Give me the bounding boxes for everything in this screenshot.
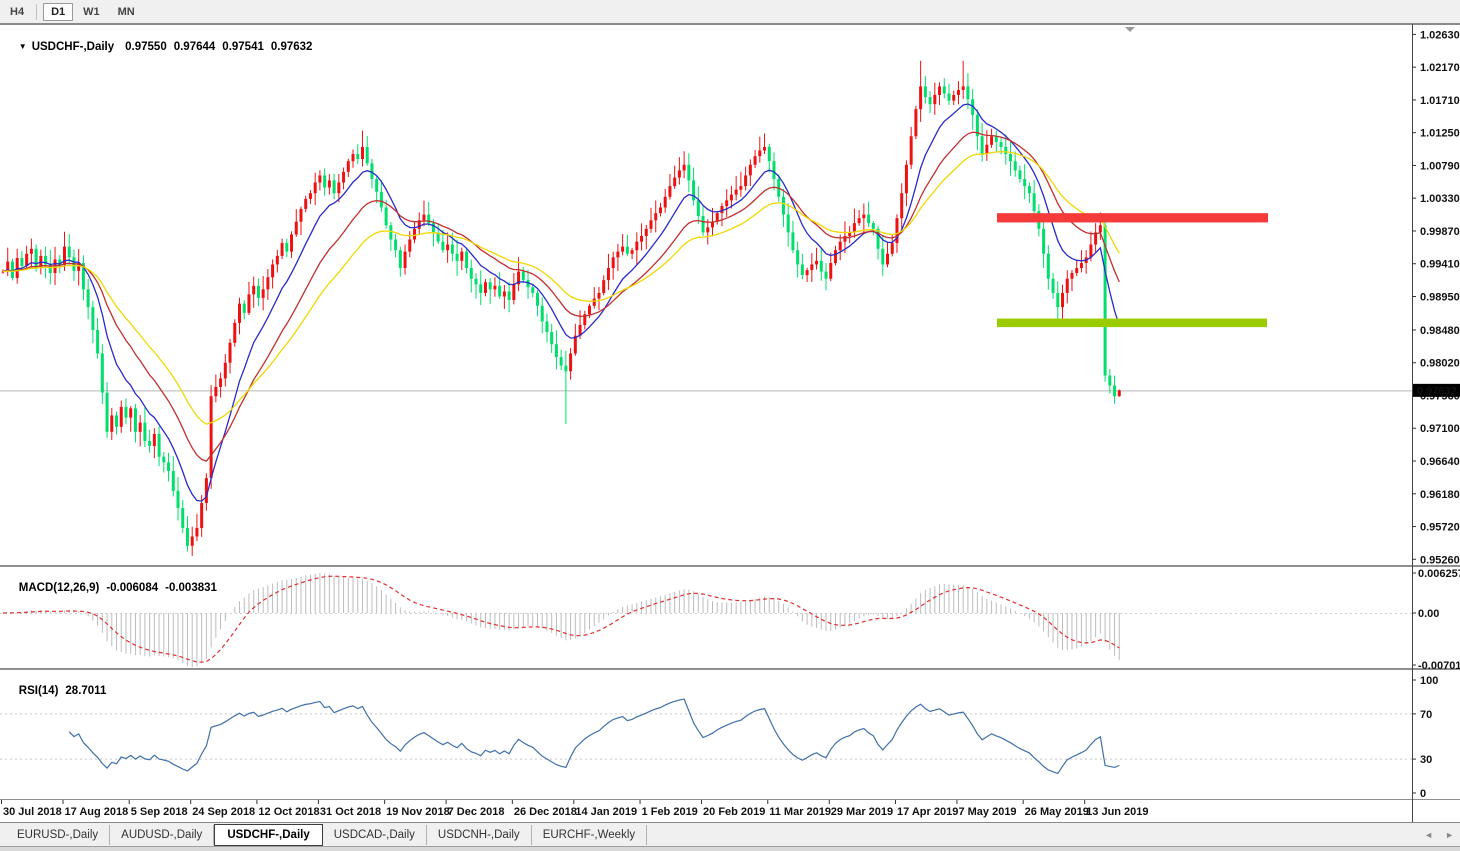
svg-text:7 May 2019: 7 May 2019 bbox=[958, 806, 1016, 818]
svg-text:1.02630: 1.02630 bbox=[1420, 29, 1460, 41]
rsi-value: 28.7011 bbox=[65, 685, 107, 697]
time-axis: 30 Jul 2018 17 Aug 2018 5 Sep 2018 24 Sep 2… bbox=[1, 800, 1149, 818]
macd-histogram bbox=[7, 573, 1120, 667]
macd-label: MACD(12,26,9) -0.006084 -0.003831 bbox=[6, 570, 217, 606]
chart-shift-marker[interactable] bbox=[1125, 27, 1135, 32]
svg-text:11 Mar 2019: 11 Mar 2019 bbox=[769, 806, 831, 818]
macd-main-value: -0.006084 bbox=[106, 582, 159, 594]
svg-text:30: 30 bbox=[1420, 754, 1432, 766]
svg-text:1.00330: 1.00330 bbox=[1420, 193, 1460, 205]
chart-tab-usdcnh-daily[interactable]: USDCNH-,Daily bbox=[427, 824, 532, 845]
svg-text:29 Mar 2019: 29 Mar 2019 bbox=[831, 806, 893, 818]
svg-text:12 Oct 2018: 12 Oct 2018 bbox=[258, 806, 319, 818]
svg-text:0.97632: 0.97632 bbox=[1417, 385, 1457, 397]
svg-text:0.00: 0.00 bbox=[1418, 608, 1439, 620]
svg-text:0.99410: 0.99410 bbox=[1420, 259, 1460, 271]
rsi-axis: 100 70 30 0 bbox=[1412, 675, 1438, 800]
ohlc-close: 0.97632 bbox=[270, 41, 313, 53]
rsi-line bbox=[68, 698, 1120, 775]
svg-text:70: 70 bbox=[1420, 709, 1432, 721]
chart-frame bbox=[0, 24, 1460, 822]
ma-fast-line bbox=[2, 103, 1120, 502]
support-band[interactable] bbox=[997, 318, 1267, 328]
svg-text:0: 0 bbox=[1420, 788, 1426, 800]
chart-tab-audusd-daily[interactable]: AUDUSD-,Daily bbox=[110, 824, 215, 845]
svg-text:0.006257: 0.006257 bbox=[1418, 568, 1460, 580]
chart-tab-usdchf-daily[interactable]: USDCHF-,Daily bbox=[214, 823, 323, 846]
timeframe-button-d1[interactable]: D1 bbox=[43, 2, 74, 21]
svg-text:0.99870: 0.99870 bbox=[1420, 226, 1460, 238]
rsi-name: RSI(14) bbox=[18, 685, 59, 697]
svg-text:31 Oct 2018: 31 Oct 2018 bbox=[320, 806, 381, 818]
symbol-dropdown-icon[interactable]: ▼ bbox=[18, 42, 27, 51]
macd-axis: 0.006257 0.00 -0.007016 bbox=[1412, 568, 1460, 672]
svg-text:0.98020: 0.98020 bbox=[1420, 358, 1460, 370]
tab-scroll-left-button[interactable]: ◄ bbox=[1424, 830, 1434, 840]
ma-mid-line bbox=[2, 131, 1120, 462]
svg-text:30 Jul 2018: 30 Jul 2018 bbox=[3, 806, 62, 818]
svg-text:1.01710: 1.01710 bbox=[1420, 95, 1460, 107]
resistance-band[interactable] bbox=[997, 213, 1268, 223]
tab-scroll-right-button[interactable]: ► bbox=[1445, 830, 1454, 840]
svg-text:7 Dec 2018: 7 Dec 2018 bbox=[448, 806, 505, 818]
rsi-label: RSI(14) 28.7011 bbox=[6, 673, 107, 709]
toolbar-separator bbox=[36, 3, 38, 20]
svg-text:0.97100: 0.97100 bbox=[1420, 423, 1460, 435]
timeframe-button-mn[interactable]: MN bbox=[117, 5, 135, 18]
svg-text:0.95720: 0.95720 bbox=[1420, 522, 1460, 534]
svg-text:19 Nov 2018: 19 Nov 2018 bbox=[386, 806, 450, 818]
svg-text:1.02170: 1.02170 bbox=[1420, 62, 1460, 74]
svg-text:0.96180: 0.96180 bbox=[1420, 489, 1460, 501]
svg-text:-0.007016: -0.007016 bbox=[1418, 660, 1460, 672]
chart-tab-eurusd-daily[interactable]: EURUSD-,Daily bbox=[6, 824, 111, 845]
ohlc-open: 0.97550 bbox=[125, 41, 167, 53]
ohlc-high: 0.97644 bbox=[173, 41, 216, 53]
svg-text:1.01250: 1.01250 bbox=[1420, 128, 1460, 140]
macd-name: MACD(12,26,9) bbox=[18, 582, 100, 594]
svg-text:0.98950: 0.98950 bbox=[1420, 291, 1460, 303]
svg-text:1.00790: 1.00790 bbox=[1420, 160, 1460, 172]
bottom-strip bbox=[0, 846, 1460, 851]
ma-slow-line bbox=[2, 151, 1120, 425]
ohlc-low: 0.97541 bbox=[222, 41, 264, 53]
chart-tab-eurchf-weekly[interactable]: EURCHF-,Weekly bbox=[532, 824, 648, 845]
svg-text:13 Jun 2019: 13 Jun 2019 bbox=[1086, 806, 1148, 818]
svg-text:0.95260: 0.95260 bbox=[1420, 554, 1460, 566]
chart-symbol-label: USDCHF-,Daily bbox=[31, 41, 115, 53]
svg-text:5 Sep 2018: 5 Sep 2018 bbox=[131, 806, 188, 818]
macd-signal-line bbox=[2, 575, 1120, 663]
timeframe-toolbar: H4 D1 W1 MN bbox=[0, 0, 1460, 24]
svg-text:17 Apr 2019: 17 Apr 2019 bbox=[897, 806, 958, 818]
svg-text:24 Sep 2018: 24 Sep 2018 bbox=[192, 806, 255, 818]
chart-tab-bar: EURUSD-,Daily AUDUSD-,Daily USDCHF-,Daily U… bbox=[0, 822, 1460, 846]
svg-text:0.98480: 0.98480 bbox=[1420, 325, 1460, 337]
timeframe-button-h4[interactable]: H4 bbox=[10, 5, 25, 18]
macd-signal-value: -0.003831 bbox=[165, 582, 217, 594]
svg-text:26 May 2019: 26 May 2019 bbox=[1025, 806, 1089, 818]
timeframe-button-w1[interactable]: W1 bbox=[83, 5, 100, 18]
svg-text:0.96640: 0.96640 bbox=[1420, 456, 1460, 468]
chart-title: ▼ USDCHF-,Daily 0.97550 0.97644 0.97541 0.976… bbox=[6, 29, 313, 65]
svg-text:1 Feb 2019: 1 Feb 2019 bbox=[642, 806, 698, 818]
svg-text:14 Jan 2019: 14 Jan 2019 bbox=[575, 806, 637, 818]
chart-tab-usdcad-daily[interactable]: USDCAD-,Daily bbox=[323, 824, 427, 845]
current-price-tag: 0.97632 bbox=[1413, 383, 1460, 397]
svg-text:26 Dec 2018: 26 Dec 2018 bbox=[514, 806, 577, 818]
svg-text:20 Feb 2019: 20 Feb 2019 bbox=[703, 806, 765, 818]
svg-text:100: 100 bbox=[1420, 675, 1438, 687]
svg-text:17 Aug 2018: 17 Aug 2018 bbox=[64, 806, 128, 818]
